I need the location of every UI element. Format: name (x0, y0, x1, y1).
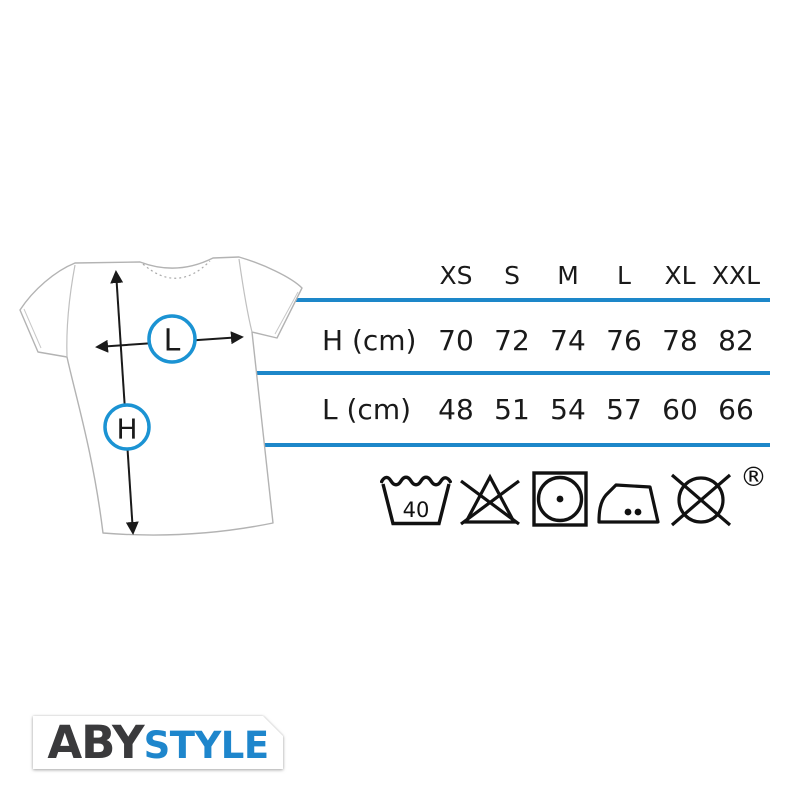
table-divider-top (230, 298, 770, 302)
brand-logo: ABYSTYLE (33, 716, 283, 769)
care-symbol-tumble-dry (532, 471, 588, 527)
height-value-xs: 70 (438, 324, 474, 357)
width-badge-circle (147, 314, 197, 364)
left-sleeve-seam (66, 264, 76, 358)
height-row: H (cm) 70 72 74 76 78 82 (310, 325, 770, 357)
brand-logo-style: STYLE (143, 724, 269, 767)
width-label: L (164, 324, 181, 359)
table-divider-bottom (230, 443, 770, 447)
care-symbol-no-dry-clean (669, 471, 733, 529)
height-value-xl: 78 (662, 324, 698, 357)
size-header-row: XS S M L XL XXL (310, 261, 770, 291)
tshirt-outline-icon: L H (19, 256, 303, 536)
table-divider-middle (230, 371, 770, 375)
height-value-s: 72 (494, 324, 530, 357)
tshirt-body (19, 256, 303, 536)
iron-medium-icon (597, 483, 660, 524)
width-value-xxl: 66 (718, 393, 754, 426)
brand-logo-box: ABYSTYLE (33, 716, 283, 769)
size-header-xl: XL (664, 261, 696, 290)
height-value-m: 74 (550, 324, 586, 357)
do-not-dry-clean-icon (670, 473, 732, 527)
width-value-m: 54 (550, 393, 586, 426)
left-cuff-hem (23, 308, 42, 349)
care-symbol-no-bleach (457, 471, 523, 528)
right-sleeve-seam (238, 258, 253, 333)
width-value-xl: 60 (662, 393, 698, 426)
width-value-s: 51 (494, 393, 530, 426)
tshirt-diagram: L H (15, 252, 307, 544)
height-arrow (110, 270, 139, 535)
care-symbol-iron (597, 476, 661, 525)
height-row-label: H (cm) (322, 324, 417, 357)
care-symbol-wash: 40 (380, 472, 452, 527)
machine-wash-40-icon: 40 (380, 475, 452, 526)
width-value-l: 57 (606, 393, 642, 426)
size-header-l: L (617, 261, 631, 290)
width-row: L (cm) 48 51 54 57 60 66 (310, 394, 770, 426)
width-value-xs: 48 (438, 393, 474, 426)
size-header-xxl: XXL (711, 261, 761, 290)
header-spacer (310, 261, 428, 291)
wash-temperature-label: 40 (403, 498, 430, 522)
size-header-xs: XS (439, 261, 473, 290)
registered-trademark: ® (740, 462, 767, 493)
size-header-s: S (504, 261, 520, 290)
size-header-m: M (557, 261, 579, 290)
brand-logo-aby: ABY (47, 716, 144, 769)
height-label: H (116, 413, 137, 446)
height-value-l: 76 (606, 324, 642, 357)
height-value-xxl: 82 (718, 324, 754, 357)
do-not-bleach-icon (460, 473, 520, 526)
collar-stitch-line (142, 260, 211, 279)
right-cuff-hem (274, 291, 299, 335)
width-row-label: L (cm) (322, 393, 412, 426)
height-badge-circle (103, 403, 151, 451)
tumble-dry-low-icon (532, 471, 588, 527)
